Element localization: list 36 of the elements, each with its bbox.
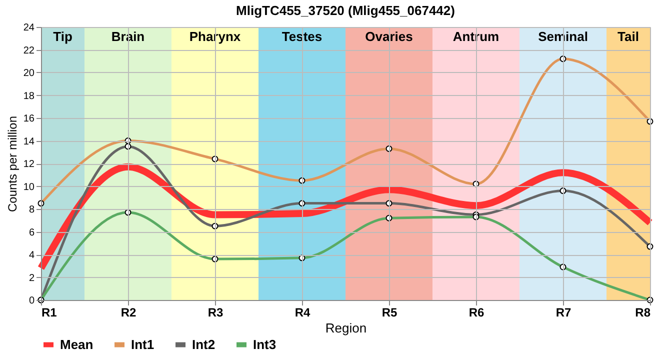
y-tick-label: 14: [23, 136, 35, 148]
x-tick-label: R2: [120, 306, 136, 320]
y-tick-label: 24: [23, 22, 35, 34]
x-tick-label: R6: [468, 306, 484, 320]
x-tick-label: R3: [208, 306, 224, 320]
band-label: Antrum: [452, 29, 500, 44]
y-tick-label: 12: [23, 159, 35, 170]
legend-label: Int3: [253, 336, 276, 352]
band-label: Testes: [282, 29, 322, 44]
y-tick-label: 20: [23, 68, 35, 79]
y-tick-label: 4: [28, 250, 35, 261]
x-axis-title: Region: [325, 320, 367, 336]
y-tick-label: 0: [28, 296, 35, 306]
band-label: Ovaries: [365, 29, 413, 44]
x-tick-label: R5: [382, 306, 398, 320]
band-label: Seminal: [538, 29, 588, 44]
y-tick-label: 2: [28, 272, 35, 284]
y-tick-label: 8: [28, 204, 35, 216]
band-label: Pharynx: [189, 29, 242, 44]
legend-label: Int1: [131, 336, 154, 352]
x-tick-label: R4: [294, 306, 310, 320]
x-tick-label: R7: [556, 306, 572, 320]
y-axis-title: Counts per million: [5, 116, 20, 212]
y-tick-label: 22: [23, 45, 35, 56]
x-tick-label: R1: [42, 306, 58, 320]
x-tick-label: R8: [635, 306, 651, 320]
y-tick-label: 6: [28, 227, 35, 238]
band-label: Tail: [618, 29, 639, 44]
y-tick-label: 16: [23, 114, 35, 124]
y-tick-label: 10: [23, 182, 35, 193]
band-label: Brain: [111, 29, 145, 44]
chart-title: MligTC455_37520 (Mlig455_067442): [236, 3, 455, 18]
band-label: Tip: [53, 29, 72, 44]
legend-label: Mean: [60, 336, 94, 352]
legend-label: Int2: [192, 336, 216, 352]
y-tick-label: 18: [23, 90, 35, 102]
